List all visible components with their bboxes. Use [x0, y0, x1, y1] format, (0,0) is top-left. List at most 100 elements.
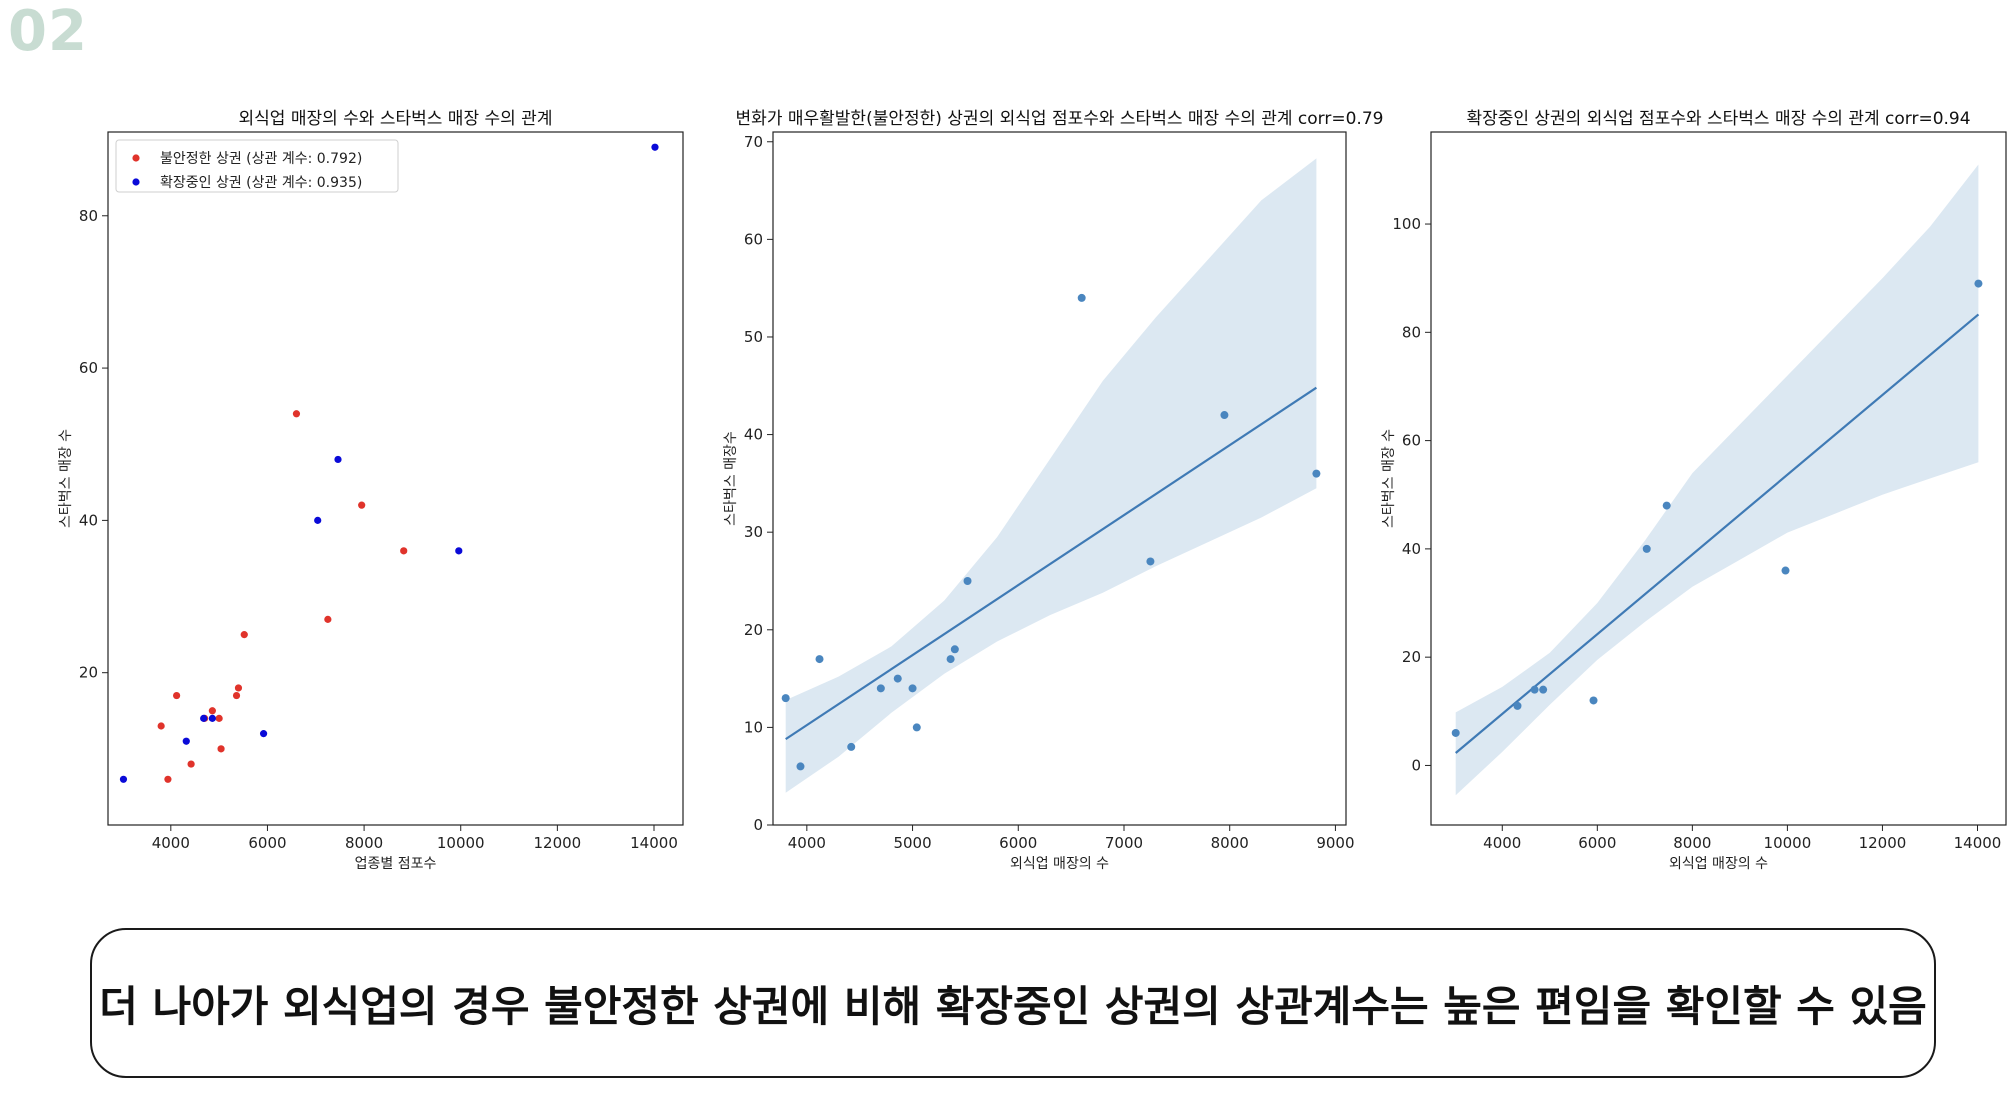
- chart-panel-2: 변화가 매우활발한(불안정한) 상권의 외식업 점포수와 스타벅스 매장 수의 …: [723, 109, 1383, 872]
- y-tick-label: 30: [744, 523, 763, 541]
- regression-line: [1455, 313, 1980, 754]
- chart-title: 외식업 매장의 수와 스타벅스 매장 수의 관계: [239, 109, 553, 129]
- confidence-band: [1455, 164, 1979, 796]
- data-point: [815, 655, 824, 664]
- data-point-series-1: [358, 501, 366, 509]
- data-point-series-1: [215, 714, 223, 722]
- chart-panel-1: 외식업 매장의 수와 스타벅스 매장 수의 관계 4000 6000 8000 1000…: [58, 109, 684, 872]
- y-tick-label: 100: [1392, 215, 1421, 233]
- data-point-series-2: [200, 714, 208, 722]
- x-tick-label: 8000: [345, 834, 383, 852]
- data-point: [1513, 701, 1522, 710]
- x-tick-label: 4000: [1483, 834, 1521, 852]
- data-point: [1642, 544, 1651, 553]
- x-tick-label: 5000: [893, 834, 931, 852]
- data-point: [1451, 728, 1460, 737]
- y-tick-label: 60: [79, 359, 98, 377]
- data-point-series-2: [182, 737, 190, 745]
- summary-text: 더 나아가 외식업의 경우 불안정한 상권에 비해 확장중인 상권의 상관계수는…: [99, 981, 1927, 1031]
- y-axis-label: 스타벅스 매장 수: [58, 429, 74, 528]
- y-axis-label: 스타벅스 매장수: [723, 431, 739, 526]
- x-tick-label: 14000: [1954, 834, 2002, 852]
- data-point-series-1: [187, 760, 195, 768]
- x-axis-label: 외식업 매장의 수: [1010, 856, 1109, 872]
- x-tick-label: 14000: [630, 834, 678, 852]
- y-tick-label: 0: [1411, 756, 1421, 774]
- data-point-series-1: [208, 707, 216, 715]
- summary-box: 더 나아가 외식업의 경우 불안정한 상권에 비해 확장중인 상권의 상관계수는…: [90, 928, 1936, 1078]
- y-tick-label: 10: [744, 718, 763, 736]
- data-point: [1781, 566, 1790, 575]
- y-tick-label: 60: [1402, 432, 1421, 450]
- data-point-series-2: [455, 547, 463, 555]
- x-tick-label: 10000: [437, 834, 485, 852]
- data-point: [1662, 501, 1671, 510]
- data-point: [1974, 279, 1983, 288]
- y-tick-label: 20: [1402, 648, 1421, 666]
- data-point: [781, 694, 790, 703]
- legend-box: [115, 139, 399, 193]
- slide-number: 02: [8, 0, 88, 64]
- x-tick-label: 9000: [1316, 834, 1354, 852]
- chart-panel-3: 확장중인 상권의 외식업 점포수와 스타벅스 매장 수의 관계 corr=0.9…: [1381, 109, 2007, 872]
- x-tick-label: 7000: [1105, 834, 1143, 852]
- y-tick-label: 40: [744, 426, 763, 444]
- y-tick-label: 60: [744, 230, 763, 248]
- plot-frame: [772, 131, 1347, 826]
- data-point: [1146, 557, 1155, 566]
- data-point-series-1: [217, 745, 225, 753]
- x-axis-label: 외식업 매장의 수: [1669, 856, 1768, 872]
- data-point: [946, 655, 955, 664]
- data-point-series-1: [234, 684, 243, 692]
- y-tick-label: 80: [79, 207, 98, 225]
- chart-title: 확장중인 상권의 외식업 점포수와 스타벅스 매장 수의 관계 corr=0.9…: [1466, 109, 1970, 129]
- data-point: [912, 723, 921, 732]
- confidence-band: [785, 158, 1317, 793]
- data-point-series-1: [240, 631, 248, 639]
- x-tick-label: 8000: [1673, 834, 1711, 852]
- x-tick-label: 12000: [1859, 834, 1907, 852]
- y-tick-label: 0: [753, 816, 763, 834]
- data-point-series-1: [292, 410, 301, 418]
- data-point: [876, 684, 885, 693]
- data-point-series-1: [173, 691, 181, 700]
- data-point-series-1: [157, 722, 165, 730]
- data-point-series-1: [164, 775, 172, 783]
- y-tick-label: 40: [79, 511, 98, 529]
- legend-marker-1: [132, 154, 140, 162]
- data-point-series-1: [400, 547, 408, 555]
- data-point: [1530, 685, 1539, 694]
- data-point: [950, 645, 959, 654]
- y-tick-label: 20: [744, 621, 763, 639]
- data-point: [1077, 293, 1086, 302]
- plot-frame: [1430, 131, 2007, 826]
- data-point-series-1: [324, 615, 332, 623]
- x-axis-label: 업종별 점포수: [355, 856, 437, 872]
- data-point-series-2: [314, 516, 322, 524]
- data-point: [1220, 411, 1229, 420]
- data-point-series-2: [119, 775, 128, 783]
- plot-frame: [107, 131, 684, 826]
- data-point: [796, 762, 805, 771]
- y-tick-label: 20: [79, 664, 98, 682]
- x-tick-label: 4000: [152, 834, 190, 852]
- legend-label-2: 확장중인 상권 (상관 계수: 0.935): [160, 175, 362, 191]
- data-point: [908, 684, 917, 693]
- x-tick-label: 10000: [1764, 834, 1812, 852]
- legend-label-1: 불안정한 상권 (상관 계수: 0.792): [160, 151, 362, 167]
- data-point-series-2: [651, 143, 659, 151]
- x-tick-label: 6000: [248, 834, 286, 852]
- data-point: [963, 576, 972, 585]
- data-point-series-2: [208, 714, 216, 722]
- y-tick-label: 70: [744, 133, 763, 151]
- data-point-series-2: [259, 730, 268, 738]
- data-point-series-2: [334, 455, 342, 464]
- x-tick-label: 12000: [534, 834, 582, 852]
- chart-title: 변화가 매우활발한(불안정한) 상권의 외식업 점포수와 스타벅스 매장 수의 …: [736, 109, 1384, 129]
- legend-marker-2: [132, 178, 140, 186]
- data-point: [1539, 685, 1548, 694]
- x-tick-label: 8000: [1211, 834, 1249, 852]
- data-point: [1312, 469, 1321, 478]
- regression-line: [785, 386, 1318, 741]
